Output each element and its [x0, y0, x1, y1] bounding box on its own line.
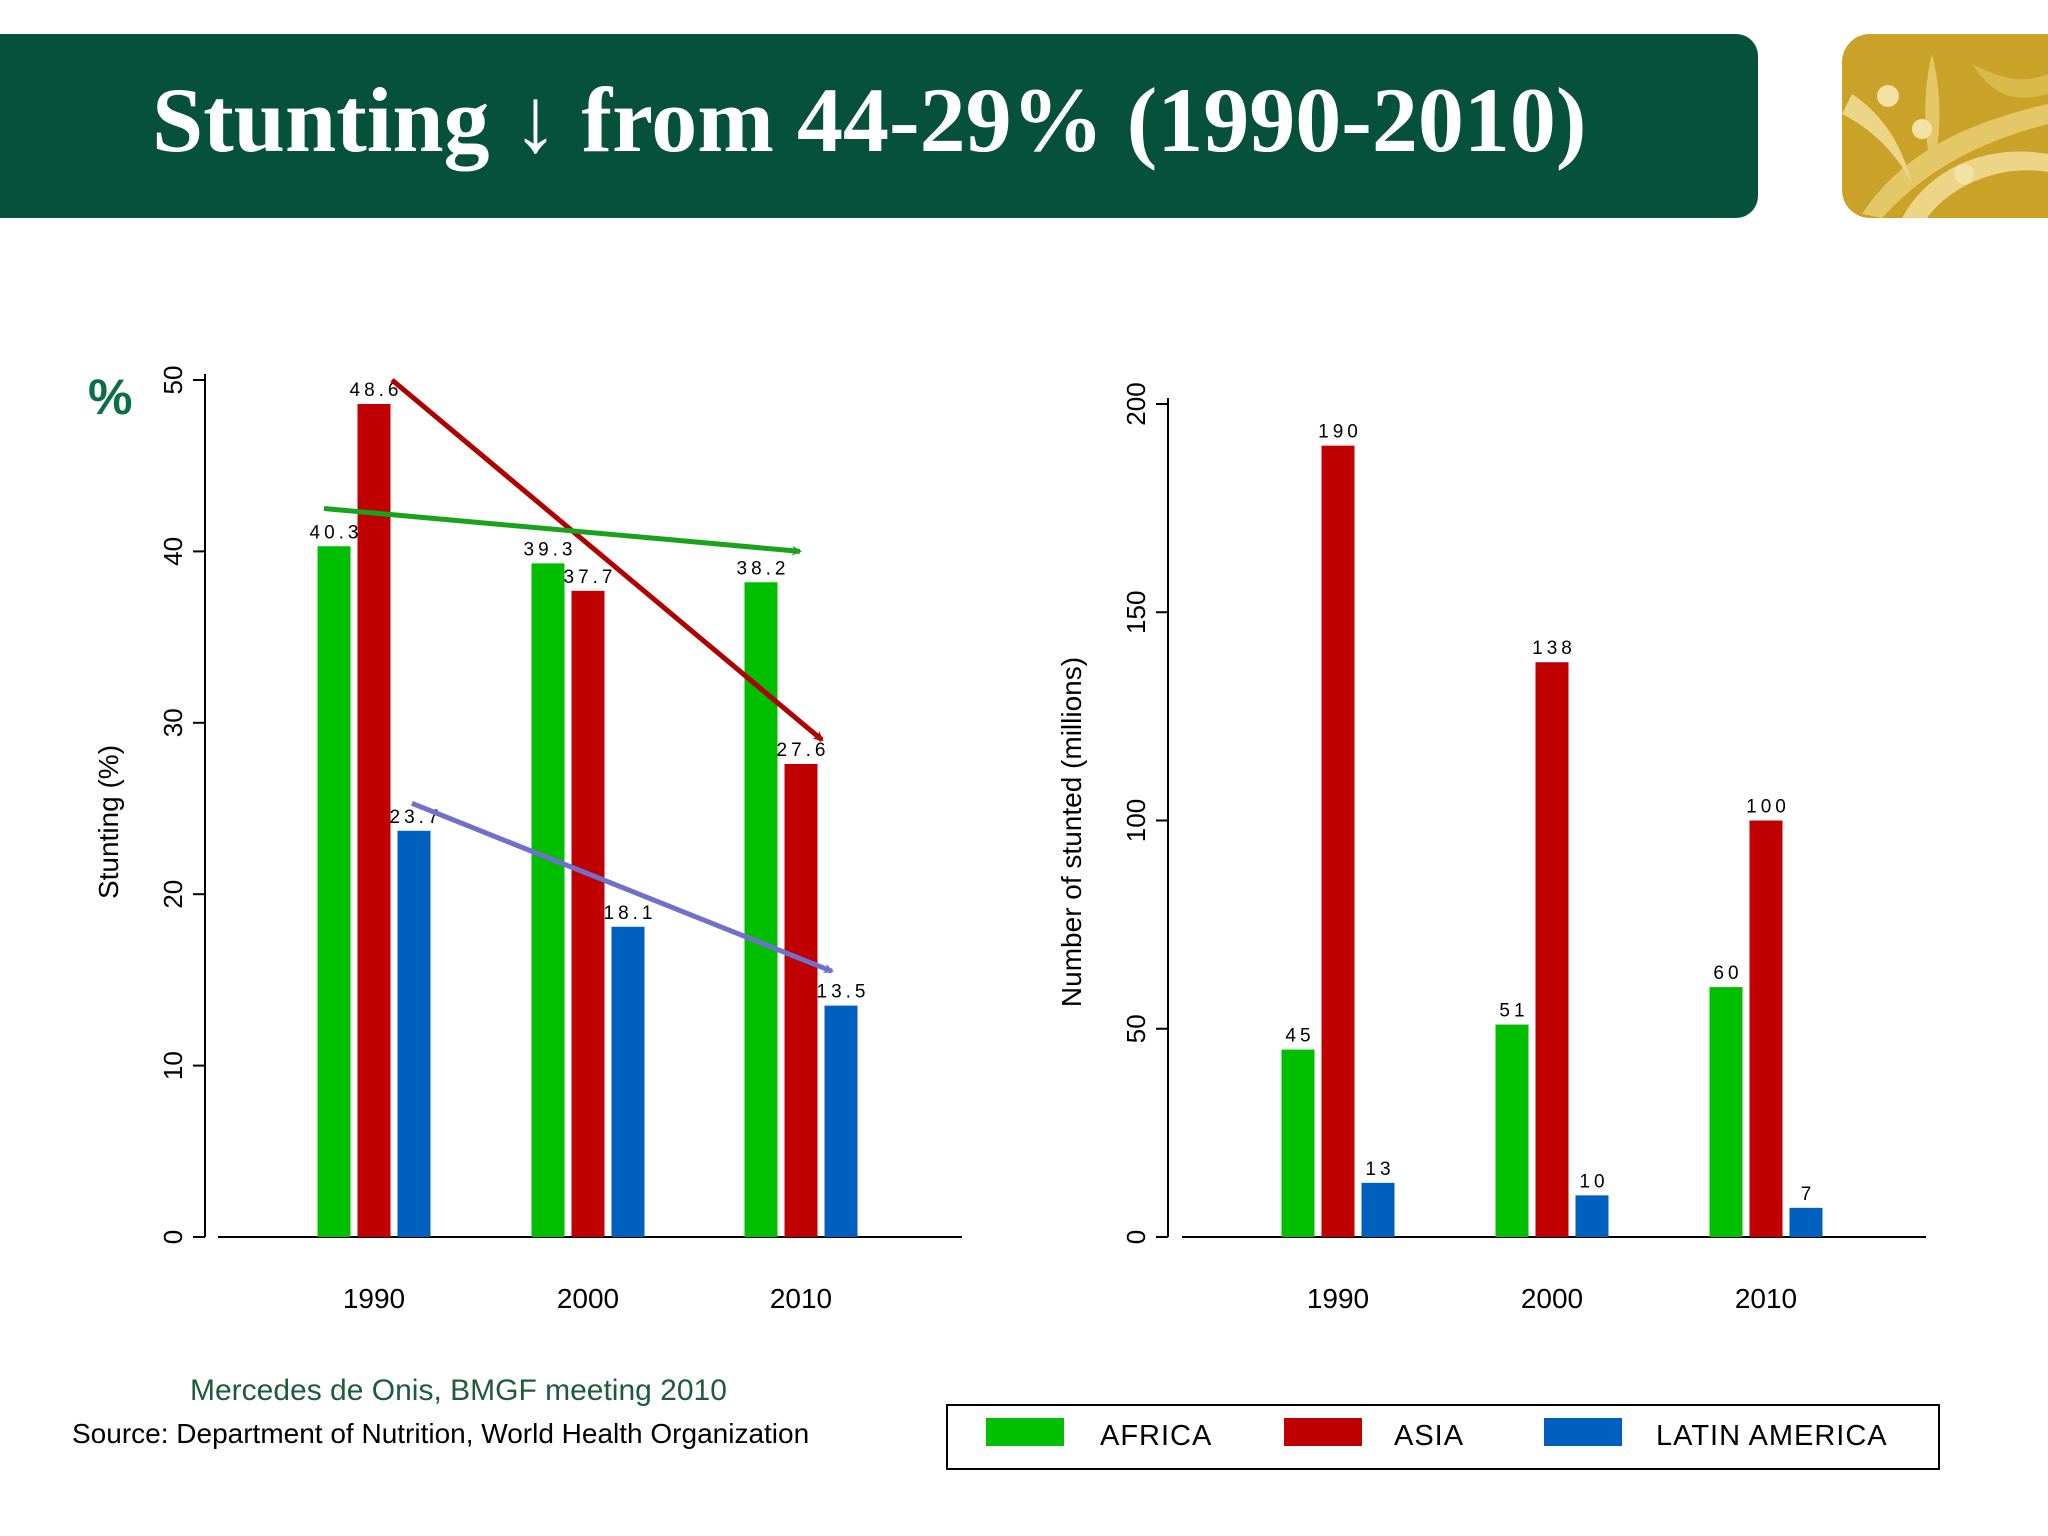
bar-asia-1990	[357, 403, 391, 1238]
bar-latin-america-1990	[1361, 1182, 1395, 1237]
y-tick-label: 50	[158, 366, 188, 395]
y-tick-label: 10	[158, 1051, 188, 1080]
data-label-africa-2010: 38.2	[737, 558, 790, 579]
y-axis-title: Number of stunted (millions)	[1056, 657, 1087, 1007]
x-category-label: 2010	[770, 1283, 832, 1314]
bar-latin-america-2000	[1575, 1195, 1609, 1237]
data-label-asia-2000: 138	[1532, 638, 1576, 659]
bar-asia-2010	[1749, 820, 1783, 1237]
data-label-asia-1990: 190	[1318, 422, 1362, 443]
y-tick-label: 40	[158, 537, 188, 566]
trend-arrow-asia	[390, 378, 824, 742]
y-tick-label: 30	[158, 708, 188, 737]
x-category-label: 2000	[1521, 1283, 1583, 1314]
data-label-latin-america-1990: 23.7	[390, 807, 443, 828]
bar-africa-1990	[1281, 1049, 1315, 1237]
legend: AFRICA ASIA LATIN AMERICA	[946, 1404, 1940, 1470]
source-text: Source: Department of Nutrition, World H…	[72, 1418, 810, 1449]
bar-latin-america-2010	[824, 1005, 858, 1237]
y-tick-label: 150	[1121, 591, 1151, 634]
x-category-label: 1990	[1307, 1283, 1369, 1314]
bar-asia-2000	[571, 590, 605, 1237]
data-label-asia-2010: 27.6	[777, 740, 830, 761]
y-tick-label: 0	[158, 1230, 188, 1244]
legend-swatch-asia	[1284, 1418, 1362, 1446]
data-label-asia-1990: 48.6	[350, 380, 403, 401]
y-axis-title: Stunting (%)	[93, 745, 124, 899]
y-tick-label: 0	[1121, 1230, 1151, 1244]
bar-africa-1990	[317, 546, 351, 1237]
data-label-latin-america-2000: 10	[1579, 1171, 1608, 1192]
data-label-asia-2000: 37.7	[564, 567, 617, 588]
stunting-percent-chart: 0 10 20 30 40 50 Stunting (%) 1990 40.3 48.6 23.7 2…	[93, 366, 962, 1314]
bar-latin-america-2010	[1789, 1207, 1823, 1237]
data-label-africa-2010: 60	[1713, 963, 1742, 984]
stunted-millions-chart: 0 50 100 150 200 Number of stunted (millions)…	[1056, 382, 1926, 1314]
bar-asia-1990	[1321, 445, 1355, 1237]
data-label-latin-america-1990: 13	[1365, 1159, 1394, 1180]
data-label-asia-2010: 100	[1746, 797, 1790, 818]
y-tick-label: 50	[1121, 1014, 1151, 1043]
bar-africa-2000	[531, 563, 565, 1237]
credit-text: Mercedes de Onis, BMGF meeting 2010	[190, 1374, 727, 1407]
data-label-africa-2000: 51	[1499, 1001, 1528, 1022]
data-label-africa-2000: 39.3	[524, 539, 577, 560]
legend-label-latin-america: LATIN AMERICA	[1656, 1420, 1888, 1452]
bar-africa-2010	[1709, 987, 1743, 1237]
x-category-label: 2010	[1735, 1283, 1797, 1314]
trend-arrow-latin-america	[411, 801, 834, 974]
title-banner	[0, 34, 1758, 218]
data-label-latin-america-2010: 7	[1801, 1184, 1816, 1205]
percent-unit-label: %	[88, 369, 133, 425]
legend-swatch-latin-america	[1544, 1418, 1622, 1446]
leaf-logo-icon	[1842, 34, 2048, 218]
legend-label-africa: AFRICA	[1100, 1420, 1213, 1452]
legend-label-asia: ASIA	[1394, 1420, 1465, 1452]
x-category-label: 2000	[557, 1283, 619, 1314]
trend-arrow-africa	[323, 506, 802, 556]
bar-asia-2000	[1535, 662, 1569, 1237]
data-label-africa-1990: 45	[1285, 1026, 1314, 1047]
page-title: Stunting ↓ from 44-29% (1990-2010)	[152, 69, 1587, 171]
bar-latin-america-1990	[397, 830, 431, 1237]
bar-latin-america-2000	[611, 926, 645, 1237]
data-label-latin-america-2010: 13.5	[817, 982, 870, 1003]
legend-swatch-africa	[986, 1418, 1064, 1446]
y-tick-label: 200	[1121, 382, 1151, 425]
y-tick-label: 100	[1121, 799, 1151, 842]
data-label-latin-america-2000: 18.1	[604, 903, 657, 924]
x-category-label: 1990	[343, 1283, 405, 1314]
bar-asia-2010	[784, 763, 818, 1237]
y-tick-label: 20	[158, 880, 188, 909]
data-label-africa-1990: 40.3	[310, 522, 363, 543]
bar-africa-2000	[1495, 1024, 1529, 1237]
